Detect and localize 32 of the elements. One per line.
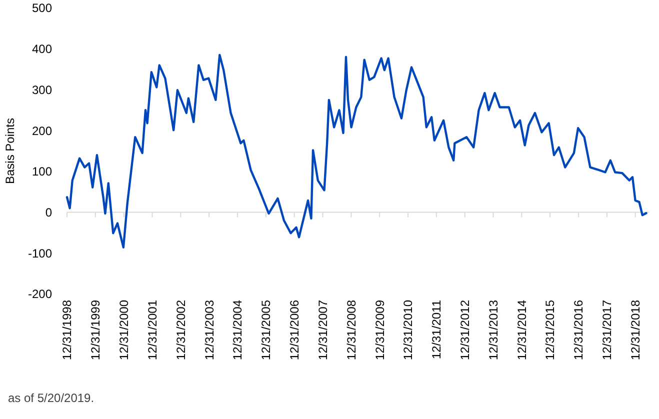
x-tick-label: 12/31/2002 <box>174 300 188 360</box>
x-tick-label: 12/31/2005 <box>259 300 274 360</box>
x-tick-label: 12/31/2001 <box>145 300 160 360</box>
y-tick-label: 0 <box>45 205 52 220</box>
x-tick-label: 12/31/2007 <box>316 300 330 360</box>
x-tick-label: 12/31/2004 <box>230 300 245 360</box>
y-tick-label: 100 <box>32 164 52 179</box>
line-series <box>66 54 648 249</box>
x-tick-label: 12/31/2003 <box>202 300 216 360</box>
x-tick-label: 12/31/2017 <box>600 300 614 360</box>
y-tick-label: 200 <box>32 124 52 138</box>
x-tick-label: 12/31/2016 <box>572 300 586 360</box>
y-tick-label: 400 <box>32 42 52 56</box>
y-axis-title: Basis Points <box>3 118 17 184</box>
y-tick-label: -200 <box>28 287 52 302</box>
text: as of 5/20/2019. <box>8 391 94 405</box>
x-tick-label: 12/31/2008 <box>344 300 358 360</box>
x-tick-label: 12/31/2010 <box>401 300 416 360</box>
y-tick-label: 300 <box>32 82 52 97</box>
x-tick-label: 12/31/2015 <box>543 300 558 360</box>
x-tick-label: 12/31/2013 <box>486 300 500 360</box>
y-tick-label: -100 <box>28 246 52 260</box>
x-tick-label: 12/31/2009 <box>372 300 387 360</box>
x-tick-label: 12/31/2000 <box>117 300 132 360</box>
x-tick-label: 12/31/1999 <box>88 300 103 360</box>
y-tick-label: 500 <box>32 1 52 16</box>
x-tick-label: 12/31/2006 <box>288 300 302 360</box>
x-tick-label: 12/31/1998 <box>60 300 74 360</box>
x-tick-label: 12/31/2012 <box>458 300 472 360</box>
x-tick-label: 12/31/2018 <box>628 300 643 360</box>
x-tick-label: 12/31/2011 <box>430 300 444 360</box>
x-tick-label: 12/31/2014 <box>514 300 529 360</box>
